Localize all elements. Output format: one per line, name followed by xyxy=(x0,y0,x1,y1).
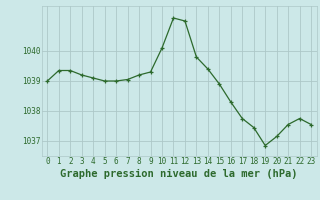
X-axis label: Graphe pression niveau de la mer (hPa): Graphe pression niveau de la mer (hPa) xyxy=(60,169,298,179)
